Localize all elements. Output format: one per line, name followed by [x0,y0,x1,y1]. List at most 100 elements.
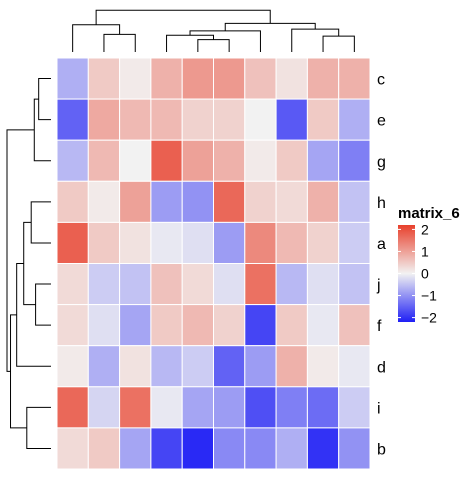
heatmap-cell-f-4 [150,304,183,347]
row-dendrogram-branch-5 [23,221,36,306]
col-dendrogram-branch-2 [72,24,121,52]
heatmap-cell-d-10 [338,345,371,388]
heatmap-cell-g-1 [56,139,89,182]
heatmap-cell-g-5 [181,139,214,182]
row-dendrogram-branch-7 [26,406,51,449]
heatmap-cell-g-6 [213,139,246,182]
heatmap-cell-f-7 [244,304,277,347]
heatmap-cell-h-6 [213,180,246,223]
row-label-g: g [377,154,386,171]
row-dendrogram [6,78,51,449]
heatmap-cell-a-2 [87,221,121,264]
heatmap-cell-e-3 [119,98,152,141]
legend-ticks: 2 1 0 −1 −2 [398,221,437,326]
row-dendrogram-branch-2 [33,98,51,162]
row-label-e: e [377,113,386,130]
heatmap-cell-e-2 [87,98,121,141]
heatmap-cell-i-8 [275,386,308,429]
col-dendrogram-branch-5 [189,30,261,52]
heatmap-cell-e-7 [244,98,277,141]
heatmap-cell-h-3 [119,180,152,223]
heatmap-cell-b-5 [181,427,214,470]
heatmap-cell-a-3 [119,221,152,264]
legend-title: matrix_6 [398,205,460,222]
heatmap-cell-g-4 [150,139,183,182]
col-dendrogram-branch-7 [291,28,340,52]
heatmap-cell-c-3 [119,57,152,100]
legend-tick-label-4: −1 [421,288,437,304]
row-dendrogram-branch-3 [30,201,51,244]
heatmap-cell-c-6 [213,57,246,100]
heatmap-cell-d-8 [275,345,308,388]
heatmap-cell-a-5 [181,221,214,264]
heatmap-cell-h-10 [338,180,371,223]
heatmap-cell-c-2 [87,57,121,100]
row-dendrogram-branch-6 [16,263,51,367]
col-dendrogram-branch-9 [95,9,271,25]
heatmap-cell-h-4 [150,180,183,223]
row-label-c: c [377,72,385,89]
heatmap-cell-d-7 [244,345,277,388]
heatmap-cell-b-10 [338,427,371,470]
heatmap-cell-b-9 [306,427,340,470]
heatmap-cell-i-10 [338,386,371,429]
row-label-i: i [377,400,381,417]
row-labels: c e g h a j f d i b [376,72,386,459]
heatmap-cell-i-1 [56,386,89,429]
heatmap-cell-e-4 [150,98,183,141]
heatmap-cell-e-5 [181,98,214,141]
row-label-j: j [376,277,381,294]
row-label-h: h [377,195,386,212]
heatmap-cell-h-9 [306,180,340,223]
row-dendrogram-branch-8 [10,314,27,429]
legend-tick-label-2: 1 [421,243,429,259]
heatmap-cell-a-9 [306,221,340,264]
heatmap-body [56,57,371,470]
heatmap-cell-c-8 [275,57,308,100]
row-label-b: b [377,441,386,458]
heatmap-cell-b-2 [87,427,121,470]
legend-tick-label-1: 2 [421,221,429,237]
heatmap-cell-d-1 [56,345,89,388]
col-dendrogram-branch-4 [166,34,214,52]
heatmap-cell-c-7 [244,57,277,100]
heatmap-cell-e-9 [306,98,340,141]
heatmap-cell-g-3 [119,139,152,182]
heatmap-cell-g-8 [275,139,308,182]
heatmap-cell-d-3 [119,345,152,388]
heatmap-cell-c-5 [181,57,214,100]
heatmap-cell-f-5 [181,304,214,347]
heatmap-cell-j-1 [56,263,89,306]
heatmap-cell-f-1 [56,304,89,347]
legend-tick-label-3: 0 [421,266,429,282]
heatmap-cell-i-7 [244,386,277,429]
color-legend: matrix_6 2 1 0 −1 −2 [398,205,460,326]
heatmap-cell-d-4 [150,345,183,388]
heatmap-cell-i-3 [119,386,152,429]
heatmap-cell-i-2 [87,386,121,429]
heatmap-cell-h-8 [275,180,308,223]
heatmap-cell-g-9 [306,139,340,182]
heatmap-cell-b-6 [213,427,246,470]
heatmap-cell-b-3 [119,427,152,470]
heatmap-cell-h-2 [87,180,121,223]
heatmap-cell-a-6 [213,221,246,264]
row-label-a: a [377,236,386,253]
legend-colorbar [398,225,415,322]
heatmap-cell-a-10 [338,221,371,264]
heatmap-cell-b-1 [56,427,89,470]
row-label-d: d [377,359,386,376]
col-dendrogram-branch-8 [224,22,316,31]
legend-tick-label-5: −2 [421,310,437,326]
heatmap-cell-b-4 [150,427,183,470]
column-dendrogram [72,9,355,52]
heatmap-cell-a-7 [244,221,277,264]
heatmap-cell-h-7 [244,180,277,223]
heatmap-cell-h-1 [56,180,89,223]
heatmap-cell-j-4 [150,263,183,306]
heatmap-cell-i-4 [150,386,183,429]
heatmap-cell-j-9 [306,263,340,306]
heatmap-cell-e-10 [338,98,371,141]
heatmap-cell-c-10 [338,57,371,100]
